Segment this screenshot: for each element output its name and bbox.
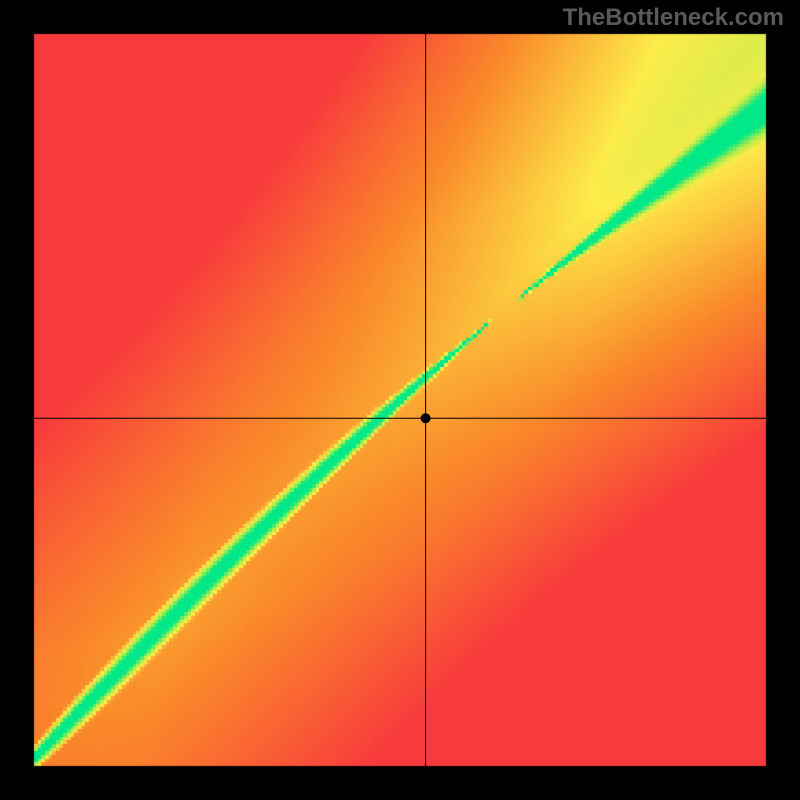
chart-container: TheBottleneck.com	[0, 0, 800, 800]
bottleneck-heatmap	[0, 0, 800, 800]
